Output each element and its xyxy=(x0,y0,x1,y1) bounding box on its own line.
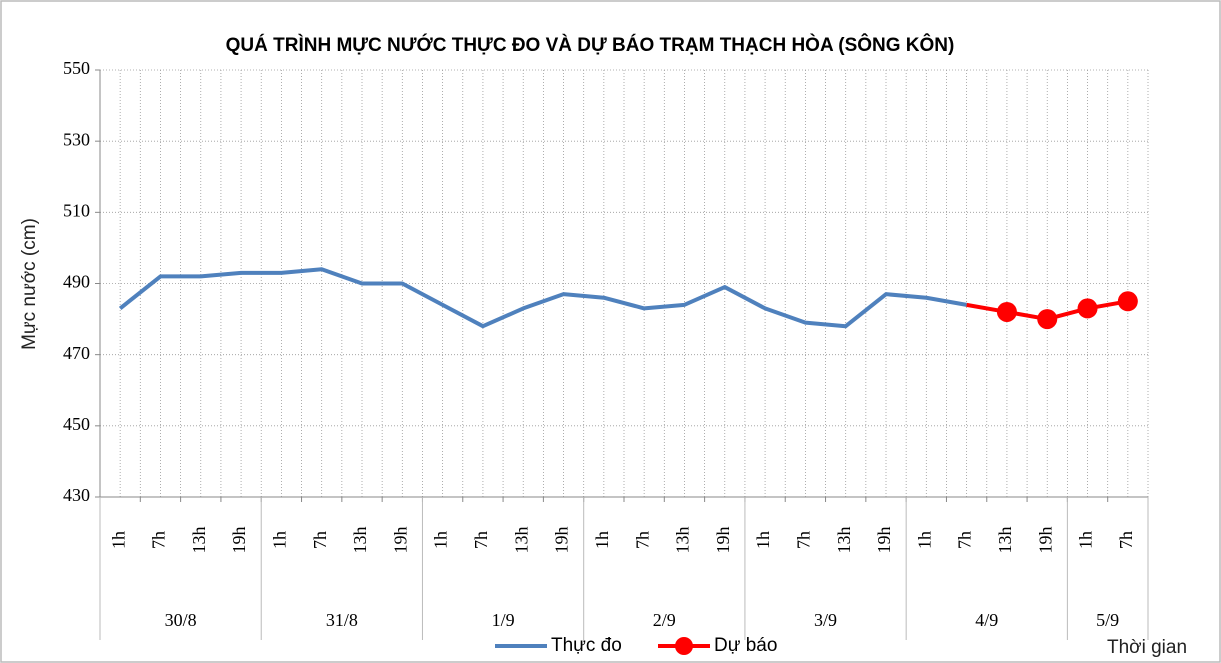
x-tick-label: 1h xyxy=(914,531,934,549)
x-tick-label: 13h xyxy=(673,527,693,554)
x-tick-label: 13h xyxy=(995,527,1015,554)
x-tick-label: 1h xyxy=(270,531,290,549)
series-marker xyxy=(1117,291,1138,312)
x-tick-label: 7h xyxy=(632,531,652,549)
x-tick-label: 13h xyxy=(189,527,209,554)
x-tick-label: 13h xyxy=(834,527,854,554)
x-tick-label: 19h xyxy=(390,527,410,554)
y-tick-label: 550 xyxy=(63,58,90,78)
y-tick-label: 510 xyxy=(63,200,90,220)
x-tick-label: 7h xyxy=(149,531,169,549)
x-tick-label: 7h xyxy=(471,531,491,549)
x-tick-label: 19h xyxy=(1035,527,1055,554)
group-label: 1/9 xyxy=(492,610,515,630)
legend-label: Thực đo xyxy=(551,635,622,656)
y-axis-title: Mực nước (cm) xyxy=(19,218,40,350)
group-label: 30/8 xyxy=(165,610,197,630)
x-tick-label: 1h xyxy=(1076,531,1096,549)
x-tick-label: 13h xyxy=(350,527,370,554)
x-tick-label: 19h xyxy=(713,527,733,554)
x-tick-label: 1h xyxy=(431,531,451,549)
group-label: 31/8 xyxy=(326,610,358,630)
x-tick-label: 19h xyxy=(229,527,249,554)
group-label: 2/9 xyxy=(653,610,676,630)
y-tick-label: 450 xyxy=(63,414,90,434)
x-tick-label: 7h xyxy=(794,531,814,549)
y-tick-label: 470 xyxy=(63,343,90,363)
x-tick-label: 7h xyxy=(955,531,975,549)
group-label: 3/9 xyxy=(814,610,837,630)
legend-label: Dự báo xyxy=(714,635,777,656)
x-tick-label: 7h xyxy=(310,531,330,549)
series-marker xyxy=(1077,298,1098,319)
series-marker xyxy=(996,301,1017,322)
x-tick-label: 13h xyxy=(511,527,531,554)
series-marker xyxy=(1037,309,1058,330)
group-label: 4/9 xyxy=(975,610,998,630)
x-tick-label: 7h xyxy=(1116,531,1136,549)
x-tick-label: 1h xyxy=(108,531,128,549)
y-tick-label: 490 xyxy=(63,272,90,292)
x-axis-title: Thời gian xyxy=(1107,637,1187,658)
legend-marker xyxy=(675,637,693,655)
x-tick-label: 1h xyxy=(592,531,612,549)
group-label: 5/9 xyxy=(1096,610,1119,630)
chart-title: QUÁ TRÌNH MỰC NƯỚC THỰC ĐO VÀ DỰ BÁO TRẠ… xyxy=(226,34,955,56)
x-tick-label: 19h xyxy=(874,527,894,554)
y-tick-label: 530 xyxy=(63,129,90,149)
y-tick-label: 430 xyxy=(63,485,90,505)
x-tick-label: 1h xyxy=(753,531,773,549)
x-tick-label: 19h xyxy=(552,527,572,554)
series-line xyxy=(118,267,967,329)
